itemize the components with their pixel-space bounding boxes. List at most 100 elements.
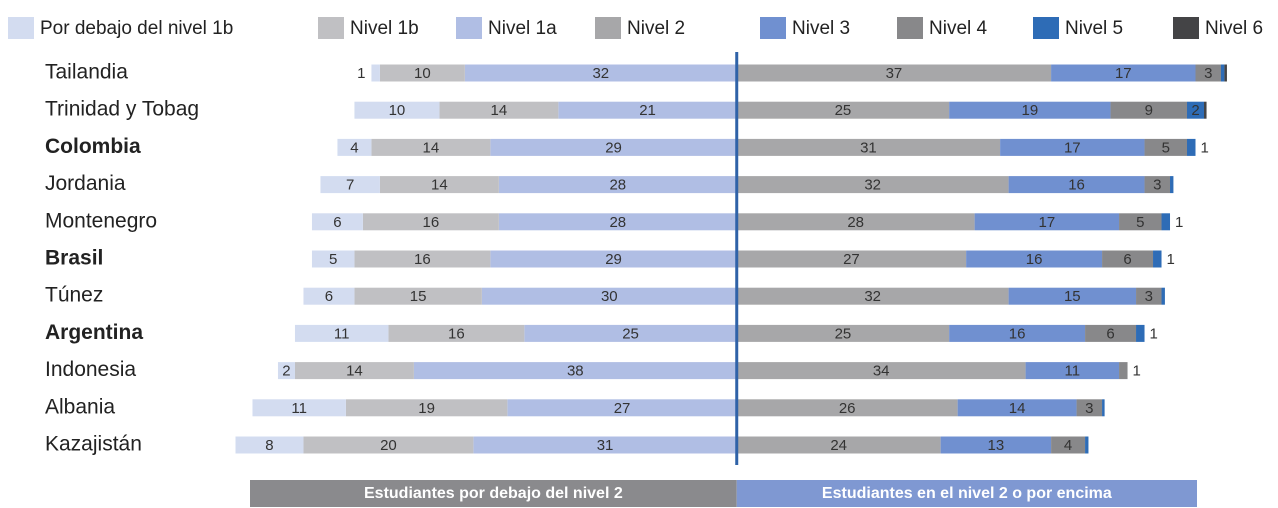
bar-segment [1220,64,1225,82]
bar-segment [736,436,941,454]
bar-segment [1195,64,1221,82]
bar-segment [736,250,967,268]
value-label: 14 [1009,400,1026,417]
value-label: 17 [1115,65,1132,82]
bar-segment [303,436,474,454]
legend-label: Nivel 3 [792,18,850,39]
legend-swatch [1173,17,1199,39]
value-label: 19 [418,400,435,417]
value-label: 28 [847,214,864,231]
bar-segment [277,362,295,380]
bar-segment [294,324,389,342]
bar-segment [379,64,465,82]
bar-segment [354,287,482,305]
legend-swatch [318,17,344,39]
bar-segment [974,213,1120,231]
bar-segment [949,101,1111,119]
bar-segment [345,399,508,417]
bar-segment [252,399,346,417]
bar-segment [1161,213,1171,231]
bar-segment [966,250,1103,268]
bar-segment [464,64,737,82]
bar-segment [1136,287,1162,305]
value-label: 34 [873,363,890,380]
value-label: 16 [1009,325,1026,342]
bar-segment [303,287,355,305]
legend-label: Nivel 2 [627,18,685,39]
legend-label: Nivel 6 [1205,18,1263,39]
legend-swatch [897,17,923,39]
bar-segment [558,101,737,119]
value-label: 6 [1106,325,1114,342]
value-label: 28 [609,214,626,231]
bar-segment [957,399,1077,417]
bar-segment [524,324,737,342]
bar-segment [736,362,1026,380]
value-label: 20 [380,437,397,454]
bar-segment [1187,138,1196,156]
value-label: 32 [864,177,881,194]
category-label: Albania [45,395,115,418]
category-label: Colombia [45,135,141,158]
footer-band [736,480,1197,507]
value-label: 6 [325,288,333,305]
bar-segment [413,362,737,380]
value-label: 3 [1153,177,1161,194]
bar-segment [1076,399,1103,417]
value-label: 3 [1204,65,1212,82]
value-label: 25 [835,325,852,342]
bar-segment [736,138,1001,156]
bar-segment [736,101,950,119]
bar-segment [1025,362,1120,380]
value-label: 6 [1123,251,1131,268]
bar-segment [498,213,737,231]
value-label: 25 [835,102,852,119]
value-label: 10 [389,102,406,119]
value-label: 38 [567,363,584,380]
legend-swatch [760,17,786,39]
legend-label: Por debajo del nivel 1b [40,18,233,39]
bar-segment [940,436,1052,454]
value-label: 5 [1136,214,1144,231]
legend-label: Nivel 1b [350,18,419,39]
bar-segment [1008,176,1145,194]
category-label: Jordania [45,172,126,195]
value-label: 7 [346,177,354,194]
bar-segment [1224,64,1227,82]
legend-label: Nivel 4 [929,18,988,39]
bar-segment [1102,399,1105,417]
value-label: 3 [1085,400,1093,417]
bar-segment [473,436,737,454]
value-label: 17 [1064,139,1081,156]
value-label: 21 [639,102,656,119]
value-label: 24 [830,437,847,454]
value-label: 1 [1150,325,1158,342]
value-label: 32 [592,65,609,82]
value-label: 16 [448,325,465,342]
bar-segment [362,213,499,231]
bar-segment [354,250,491,268]
value-label: 29 [605,251,622,268]
value-label: 26 [839,400,856,417]
bar-segment [736,287,1009,305]
value-label: 10 [414,65,431,82]
legend-swatch [456,17,482,39]
value-label: 27 [843,251,860,268]
value-label: 2 [1191,102,1199,119]
bar-segment [1144,176,1171,194]
value-label: 14 [491,102,508,119]
bar-segment [736,64,1052,82]
bar-segment [1144,138,1188,156]
footer-band [250,480,737,507]
value-label: 2 [282,363,290,380]
bar-segment [1119,213,1162,231]
value-label: 5 [1162,139,1170,156]
category-label: Trinidad y Tobag [45,98,199,121]
bar-segment [1085,436,1089,454]
bar-segment [1204,101,1207,119]
legend-swatch [1033,17,1059,39]
value-label: 6 [333,214,341,231]
bar-segment [379,176,499,194]
value-label: 11 [334,325,350,342]
value-label: 31 [597,437,614,454]
